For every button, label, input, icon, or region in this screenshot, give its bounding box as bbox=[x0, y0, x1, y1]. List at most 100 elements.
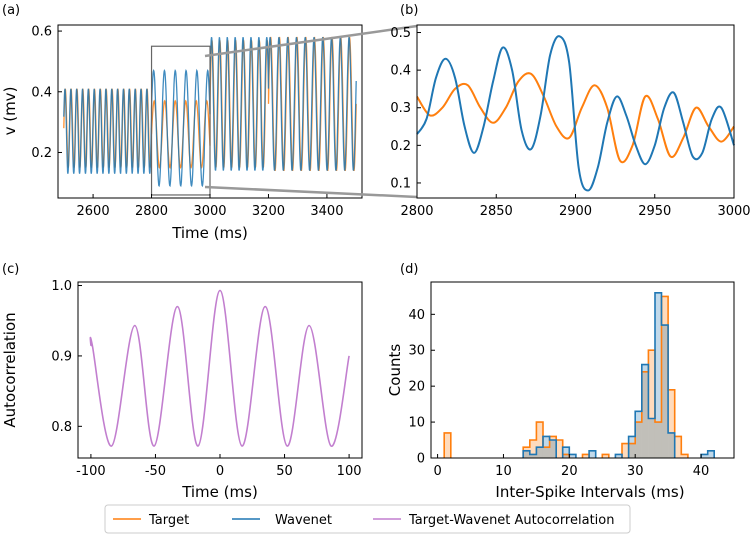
b-xtick-label: 3000 bbox=[717, 204, 750, 219]
hist-outline-target bbox=[443, 295, 689, 458]
legend-frame bbox=[104, 504, 631, 534]
hist-bar-target bbox=[635, 422, 642, 458]
a-xtick-label: 2800 bbox=[135, 204, 168, 219]
hist-bar-target bbox=[602, 454, 609, 458]
panel-c-xticks: -100 -50 0 50 100 bbox=[76, 454, 362, 479]
hist-bar-target bbox=[648, 350, 655, 458]
panel-d: (d) 0 10 20 30 40 0 10 20 30 40 Inter-Spike Inte… bbox=[386, 262, 735, 501]
c-xtick-label: -50 bbox=[145, 464, 166, 479]
hist-bar-target bbox=[654, 422, 662, 458]
hist-bar-wavenet bbox=[661, 325, 669, 458]
panel-a-xlabel: Time (ms) bbox=[171, 224, 248, 242]
panel-c-label: (c) bbox=[2, 262, 19, 277]
zoom-box bbox=[150, 45, 211, 196]
panel-a-ylabel: v (mv) bbox=[1, 87, 19, 136]
hist-bar-wavenet bbox=[668, 432, 675, 458]
panel-d-xlabel: Inter-Spike Intervals (ms) bbox=[495, 483, 684, 501]
hist-bar-target bbox=[523, 447, 530, 458]
hist-bar-wavenet bbox=[641, 364, 649, 458]
hist-bar-wavenet bbox=[648, 418, 655, 458]
panel-c-yticks: 0.8 0.9 1.0 bbox=[51, 279, 82, 435]
b-xtick-label: 2950 bbox=[638, 204, 671, 219]
a-ytick-label: 0.4 bbox=[31, 85, 52, 100]
c-xtick-label: 0 bbox=[216, 464, 224, 479]
series-line-target bbox=[416, 72, 735, 164]
hist-bar-wavenet bbox=[615, 454, 623, 458]
legend-label-target: Target bbox=[148, 513, 189, 528]
c-xtick-label: -100 bbox=[76, 464, 106, 479]
hist-bar-target bbox=[674, 436, 682, 458]
panel-a-plot bbox=[63, 36, 357, 196]
hist-outline-wavenet bbox=[522, 292, 715, 458]
legend: Target Wavenet Target-Wavenet Autocorrel… bbox=[104, 504, 631, 534]
hist-bar-wavenet bbox=[654, 292, 662, 458]
d-ytick-label: 10 bbox=[408, 416, 425, 431]
c-ytick-label: 1.0 bbox=[51, 279, 72, 294]
panel-b-label: (b) bbox=[400, 3, 418, 18]
hist-bar-target bbox=[668, 389, 675, 458]
hist-bar-target bbox=[542, 447, 550, 458]
hist-bar-wavenet bbox=[569, 454, 576, 458]
hist-bar-wavenet bbox=[536, 447, 543, 458]
hist-bar-target bbox=[661, 296, 669, 458]
d-xtick-label: 30 bbox=[627, 464, 644, 479]
hist-bar-target bbox=[536, 422, 543, 458]
a-ytick-label: 0.2 bbox=[31, 146, 52, 161]
a-xtick-label: 2600 bbox=[77, 204, 110, 219]
hist-bar-wavenet bbox=[628, 436, 636, 458]
panel-c-plot bbox=[89, 289, 350, 447]
hist-bar-target bbox=[529, 440, 537, 458]
c-ytick-label: 0.8 bbox=[51, 420, 72, 435]
d-xtick-label: 10 bbox=[495, 464, 512, 479]
panel-b-yticks: 0.1 0.2 0.3 0.4 0.5 bbox=[390, 26, 421, 191]
d-xtick-label: 0 bbox=[433, 464, 441, 479]
c-ytick-label: 0.9 bbox=[51, 349, 72, 364]
hist-bar-target bbox=[582, 454, 590, 458]
b-xtick-label: 2850 bbox=[480, 204, 513, 219]
a-ytick-label: 0.6 bbox=[31, 25, 52, 40]
panel-d-frame bbox=[430, 281, 735, 459]
hist-bar-wavenet bbox=[589, 450, 596, 458]
hist-bar-target bbox=[628, 443, 636, 458]
hist-bar-wavenet bbox=[707, 450, 715, 458]
b-ytick-label: 0.5 bbox=[390, 26, 411, 41]
panel-a: (a) 2600 2800 3000 3200 3400 0.2 0.4 0.6 Time … bbox=[1, 3, 363, 242]
hist-bar-wavenet bbox=[549, 440, 557, 458]
b-ytick-label: 0.4 bbox=[390, 64, 411, 79]
d-ytick-label: 30 bbox=[408, 344, 425, 359]
b-xtick-label: 2900 bbox=[559, 204, 592, 219]
hist-bar-wavenet bbox=[529, 454, 537, 458]
series-line-wavenet bbox=[416, 35, 735, 192]
hist-bar-target bbox=[549, 436, 557, 458]
panel-b-frame bbox=[416, 24, 735, 199]
hist-bar-wavenet bbox=[635, 411, 642, 458]
d-ytick-label: 20 bbox=[408, 380, 425, 395]
hist-bar-target bbox=[681, 454, 688, 458]
panel-d-yticks: 0 10 20 30 40 bbox=[408, 308, 435, 467]
panel-c-ylabel: Autocorrelation bbox=[1, 312, 19, 427]
c-xtick-label: 100 bbox=[337, 464, 362, 479]
panel-c-xlabel: Time (ms) bbox=[181, 483, 258, 501]
panel-b-plot bbox=[416, 35, 735, 192]
a-xtick-label: 3200 bbox=[252, 204, 285, 219]
panel-b: (b) 2800 2850 2900 2950 3000 0.1 0.2 0.3 0.4 0.5 bbox=[390, 3, 750, 219]
panel-d-xticks: 0 10 20 30 40 bbox=[433, 454, 709, 479]
b-ytick-label: 0.3 bbox=[390, 101, 411, 116]
hist-bar-target bbox=[562, 454, 570, 458]
a-xtick-label: 3000 bbox=[193, 204, 226, 219]
legend-label-wavenet: Wavenet bbox=[275, 513, 332, 528]
panel-a-xticks: 2600 2800 3000 3200 3400 bbox=[77, 194, 343, 219]
d-ytick-label: 40 bbox=[408, 308, 425, 323]
hist-bar-target bbox=[444, 432, 451, 458]
panel-c-frame bbox=[77, 281, 363, 459]
panel-a-yticks: 0.2 0.4 0.6 bbox=[31, 25, 62, 161]
zoom-connector-top bbox=[204, 24, 418, 58]
panel-c: (c) -100 -50 0 50 100 0.8 0.9 1.0 Time (ms) Au… bbox=[1, 262, 363, 501]
hist-bar-wavenet bbox=[523, 450, 530, 458]
panel-d-ylabel: Counts bbox=[386, 344, 404, 397]
hist-bar-wavenet bbox=[701, 454, 708, 458]
hist-bar-wavenet bbox=[562, 447, 570, 458]
panel-b-xticks: 2800 2850 2900 2950 3000 bbox=[400, 194, 750, 219]
hist-bar-target bbox=[641, 371, 649, 458]
a-xtick-label: 3400 bbox=[310, 204, 343, 219]
